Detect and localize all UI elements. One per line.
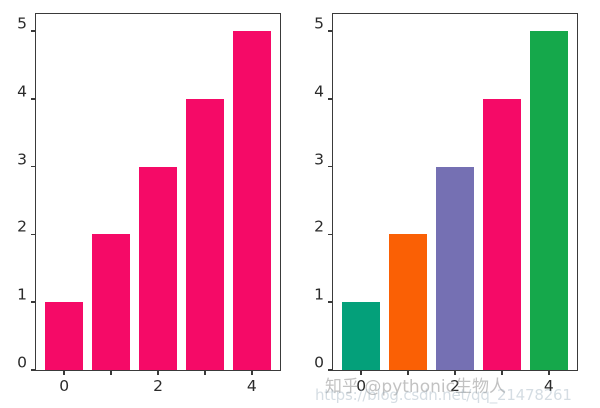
y-tick-label: 1 [314, 285, 324, 304]
x-tick-mark-minor [204, 370, 206, 375]
watermark-url-text: https://blog.csdn.net/qq_21478261 [315, 386, 572, 404]
bar [436, 166, 474, 370]
bar [45, 302, 83, 370]
y-tick-label: 0 [17, 353, 27, 372]
y-tick-mark [328, 30, 333, 32]
y-tick-mark [31, 30, 36, 32]
y-tick-mark [328, 301, 333, 303]
x-tick-mark [454, 370, 456, 375]
watermark-author-text: 知乎 @pythonic生物人 [325, 377, 506, 397]
y-tick-label: 4 [314, 82, 324, 101]
y-tick-mark [328, 369, 333, 371]
x-tick-label: 4 [246, 377, 257, 395]
y-tick-mark [328, 165, 333, 168]
y-tick-label: 3 [17, 149, 27, 168]
x-tick-mark [157, 370, 159, 375]
x-tick-label: 4 [543, 377, 554, 395]
y-tick-label: 5 [314, 14, 324, 33]
x-tick-label: 0 [59, 377, 70, 395]
y-tick-label: 3 [314, 149, 324, 168]
y-tick-label: 5 [17, 14, 27, 33]
left-subplot-axes: 0 1 2 3 4 5 0 2 4 [17, 13, 281, 394]
right-bar-series [333, 14, 577, 370]
x-tick-label: 0 [356, 377, 367, 395]
bar [342, 302, 380, 370]
y-tick-label: 2 [314, 217, 324, 236]
left-bar-series [36, 14, 280, 370]
bar [483, 98, 521, 370]
y-tick-mark [31, 233, 36, 236]
right-subplot-axes: 0 1 2 3 4 5 0 2 4 [314, 13, 578, 394]
bar [233, 30, 271, 370]
y-tick-mark [31, 369, 36, 371]
x-tick-mark-minor [110, 370, 112, 375]
left-plot-area: 0 1 2 3 4 5 0 2 4 [17, 14, 280, 394]
bar [186, 98, 224, 370]
bar [139, 166, 177, 370]
y-tick-mark [328, 97, 333, 100]
x-tick-mark-minor [407, 370, 409, 375]
x-tick-label: 2 [450, 377, 460, 395]
bar [530, 30, 568, 370]
x-tick-mark-minor [501, 370, 503, 375]
bar [92, 234, 130, 370]
x-tick-label: 2 [153, 377, 163, 395]
y-tick-mark [31, 97, 36, 100]
bar [389, 234, 427, 370]
right-plot-area: 0 1 2 3 4 5 0 2 4 [314, 14, 577, 394]
y-tick-label: 1 [17, 285, 27, 304]
y-tick-mark [328, 233, 333, 236]
x-tick-mark [548, 370, 550, 375]
y-tick-label: 2 [17, 217, 27, 236]
x-tick-mark [63, 370, 65, 375]
y-tick-mark [31, 301, 36, 303]
x-tick-mark [360, 370, 362, 375]
y-tick-label: 4 [17, 82, 27, 101]
y-tick-mark [31, 165, 36, 168]
x-tick-mark [251, 370, 253, 375]
y-tick-label: 0 [314, 353, 324, 372]
